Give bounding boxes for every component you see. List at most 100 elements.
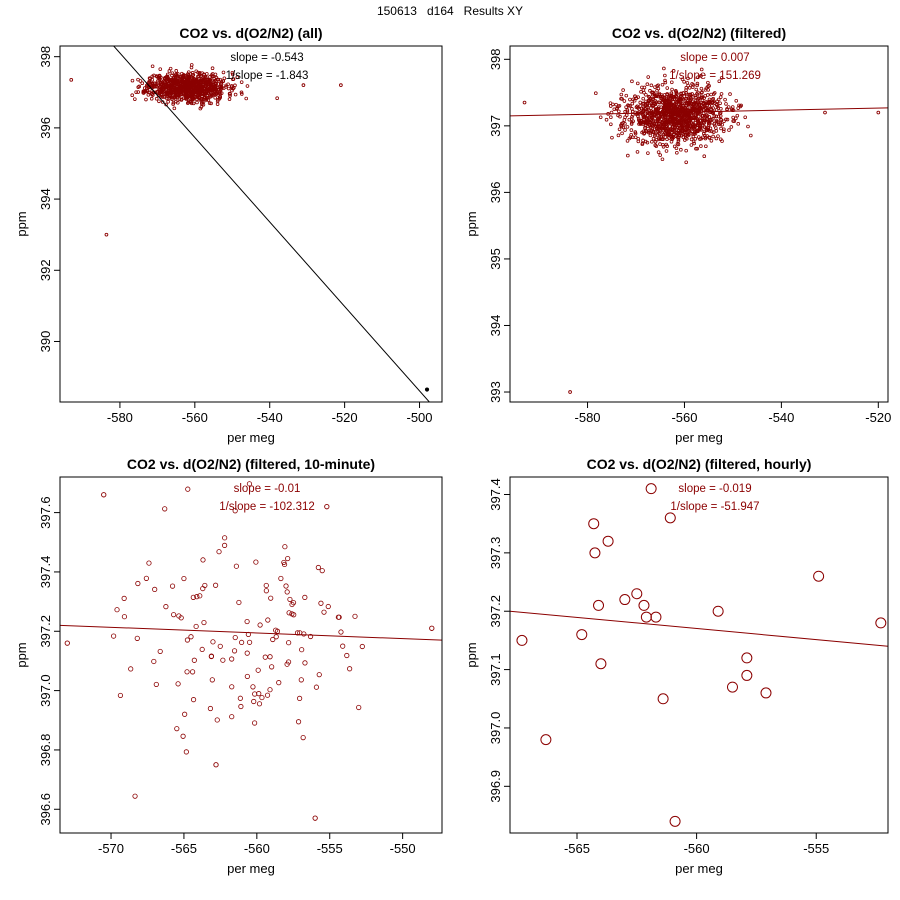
data-point [224,85,228,89]
data-point [612,107,617,112]
data-point [650,122,654,127]
data-point [694,146,698,151]
data-point [162,506,168,512]
outlier-point [324,504,330,510]
data-point [229,84,234,88]
data-point [669,93,674,97]
data-point [642,131,647,135]
data-point [716,106,721,110]
data-point [719,92,724,96]
data-point [696,90,700,95]
data-point [659,135,664,140]
data-point [299,647,305,653]
data-point [222,535,228,541]
data-point [718,101,722,106]
data-point [593,91,598,95]
data-point [193,85,197,90]
data-point [712,114,717,118]
data-point [616,104,621,109]
data-point [663,121,668,126]
data-point [703,94,707,98]
data-point [316,672,322,678]
data-point [347,666,353,672]
data-point [230,88,234,93]
data-point [165,90,170,95]
data-point [602,535,614,547]
data-point [207,93,212,98]
data-point [352,613,358,619]
data-point [675,150,679,155]
data-point [623,128,627,132]
outlier-point [101,492,107,498]
data-point [736,122,741,126]
y-axis-label: ppm [464,642,479,667]
data-point [691,139,696,144]
data-point [636,112,641,116]
data-point [693,93,698,98]
data-point [165,79,170,84]
data-point [236,599,242,606]
data-point [682,113,687,117]
data-point [184,637,191,643]
data-point [660,157,665,162]
data-point [229,684,235,690]
data-point [630,101,635,106]
data-point [631,588,643,600]
data-point [627,136,632,141]
data-point [641,120,645,125]
data-point [589,547,601,559]
data-point [652,118,656,123]
data-point [714,102,719,107]
data-point [629,128,634,132]
data-point [455,652,459,656]
data-point [656,125,660,129]
data-point [195,89,200,94]
data-point [715,99,720,104]
data-point [695,81,700,86]
data-point [649,83,654,88]
data-point [682,80,686,84]
data-point [228,94,232,98]
data-point [668,114,672,119]
x-tick-label: -550 [390,841,416,856]
data-point [635,150,640,154]
data-point [670,130,674,135]
data-point [653,113,658,118]
data-point [687,113,691,118]
data-point [654,107,659,111]
data-point [644,123,648,127]
outlier-point [876,110,881,115]
data-point [657,93,661,97]
data-point [679,91,683,96]
data-point [719,126,723,131]
data-point [185,86,190,91]
data-point [136,85,141,89]
annotation-text: 1/slope = -102.312 [219,501,315,513]
data-point [693,131,698,136]
data-point [166,99,170,104]
data-point [182,77,187,82]
data-point [702,121,707,125]
data-point [650,611,662,623]
data-point [151,658,157,665]
data-point [694,87,699,92]
data-point [121,614,128,620]
data-point [716,134,720,138]
data-point [686,121,690,126]
data-point [227,91,232,96]
data-point [167,78,172,83]
data-point [269,664,275,670]
data-point [617,109,621,114]
data-point [281,559,287,566]
data-point [190,697,197,703]
data-point [696,96,701,101]
data-point [687,86,692,90]
data-point [638,104,643,108]
data-point [669,91,674,95]
data-point [209,677,215,683]
outlier-point [64,640,70,646]
data-point [711,130,716,134]
data-point [150,74,155,79]
data-point [185,101,190,105]
data-point [207,101,212,105]
